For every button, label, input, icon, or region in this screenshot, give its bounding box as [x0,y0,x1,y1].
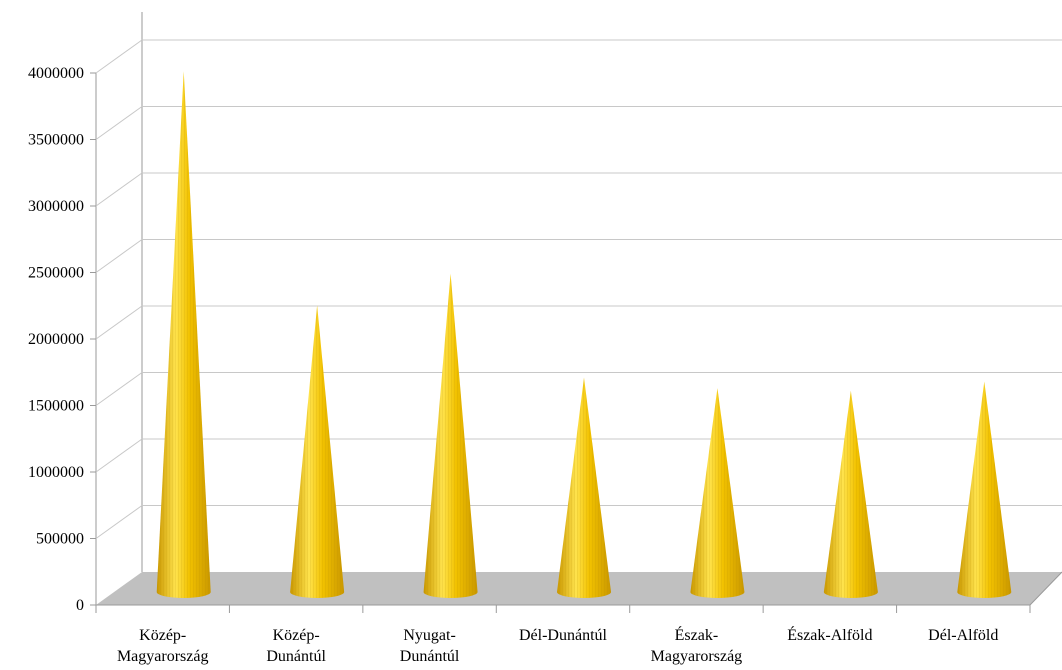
gridline-side [95,438,143,473]
x-tick-label-line: Észak-Alföld [787,625,872,644]
floor-right-edge [1029,571,1062,606]
cone-texture [557,377,611,598]
cone [290,305,345,598]
cone [957,381,1012,598]
cone-texture [156,71,211,599]
gridlines [95,39,1062,539]
cone-texture [957,381,1012,598]
gridline-side [95,172,143,207]
cone [156,71,211,599]
cone-texture [290,305,345,598]
x-tick-label-line: Dél-Alföld [928,627,998,644]
gridline-side [95,106,143,140]
x-tick-label: Nyugat- Dunántúl [400,627,460,665]
cone-texture [823,390,878,598]
x-tick-label-line: Nyugat- [403,627,455,644]
y-tick-label: 1000000 [28,464,84,481]
cone-texture [423,273,478,598]
x-tick-label-line: Magyarország [117,648,209,665]
x-tick-label-line: Dunántúl [400,648,460,665]
plot-walls [95,12,143,605]
x-tick-label-line: Észak- [675,625,719,644]
gridline-side [95,39,143,74]
x-axis: Közép- Magyarország Közép- Dunántúl Nyugat- D… [95,605,1031,665]
gridline-side [95,372,143,406]
x-tick-label: Dél-Alföld [928,627,998,644]
y-tick-label: 500000 [36,531,84,548]
x-tick-label: Dél-Dunántúl [519,627,608,644]
y-tick-label: 4000000 [28,65,84,82]
y-axis: 0 500000 1000000 1500000 2000000 2500000 30000… [28,65,96,614]
x-tick-label-line: Dél-Dunántúl [519,627,608,644]
x-tick-label-line: Magyarország [651,648,743,665]
cone [557,377,611,598]
cone-texture [690,388,745,598]
x-tick-label: Közép- Magyarország [117,627,209,665]
x-tick-label-line: Közép- [139,627,186,644]
x-tick-label: Észak- Magyarország [651,625,743,665]
y-tick-label: 2500000 [28,265,84,282]
y-tick-label: 3500000 [28,132,84,149]
y-tick-label: 2000000 [28,331,84,348]
y-tick-label: 3000000 [28,198,84,215]
y-tick-label: 1500000 [28,398,84,415]
cone [690,388,745,598]
x-tick-label: Észak-Alföld [787,625,872,644]
gridline-side [95,305,143,340]
x-tick-label-line: Dunántúl [266,648,326,665]
y-tick-label: 0 [76,597,84,614]
x-tick-label-line: Közép- [273,627,320,644]
gridline-side [95,239,143,273]
cone [823,390,878,598]
gridline-side [95,505,143,539]
x-tick-label: Közép- Dunántúl [266,627,326,665]
cones [156,71,1012,599]
cone [423,273,478,598]
